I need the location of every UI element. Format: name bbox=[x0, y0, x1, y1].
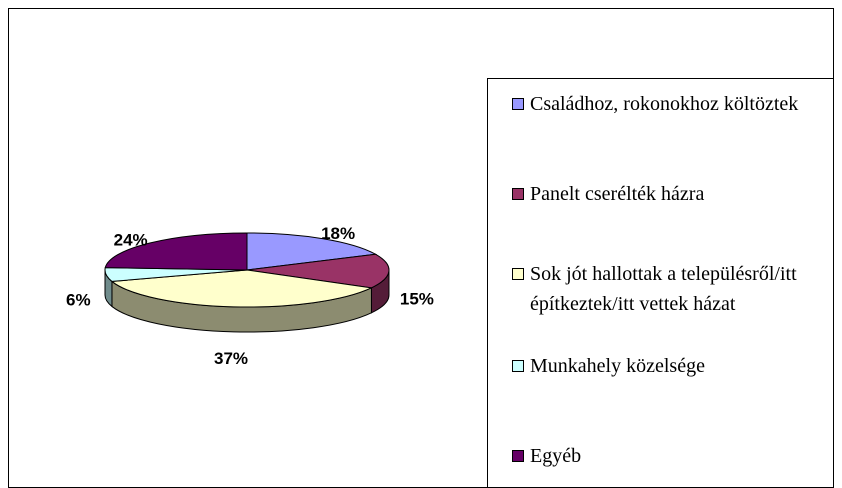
legend-swatch bbox=[512, 98, 524, 110]
legend-item: Munkahely közelsége bbox=[512, 351, 830, 381]
legend-label: Munkahely közelsége bbox=[530, 355, 705, 377]
data-label: 37% bbox=[214, 349, 248, 368]
pie-slice bbox=[246, 253, 390, 289]
legend-swatch bbox=[512, 188, 524, 200]
legend: Családhoz, rokonokhoz költöztek Panelt cs… bbox=[487, 78, 834, 488]
pie-slice bbox=[104, 232, 248, 271]
legend-label: Panelt cserélték házra bbox=[530, 183, 705, 205]
legend-item: Sok jót hallottak a településről/itt épí… bbox=[512, 259, 830, 319]
legend-label: Családhoz, rokonokhoz költöztek bbox=[530, 93, 799, 115]
data-label: 18% bbox=[321, 224, 355, 243]
data-label: 15% bbox=[400, 290, 434, 309]
legend-item: Családhoz, rokonokhoz költöztek bbox=[512, 89, 830, 119]
legend-item: Panelt cserélték házra bbox=[512, 179, 830, 209]
legend-label: Sok jót hallottak a településről/itt épí… bbox=[530, 263, 797, 315]
legend-swatch bbox=[512, 450, 524, 462]
legend-swatch bbox=[512, 360, 524, 372]
legend-swatch bbox=[512, 268, 524, 280]
legend-label: Egyéb bbox=[530, 445, 582, 467]
data-label: 24% bbox=[114, 231, 148, 250]
pie-slice bbox=[110, 269, 374, 308]
pie-slice bbox=[246, 232, 378, 271]
legend-item: Egyéb bbox=[512, 441, 830, 471]
data-label: 6% bbox=[66, 290, 91, 309]
